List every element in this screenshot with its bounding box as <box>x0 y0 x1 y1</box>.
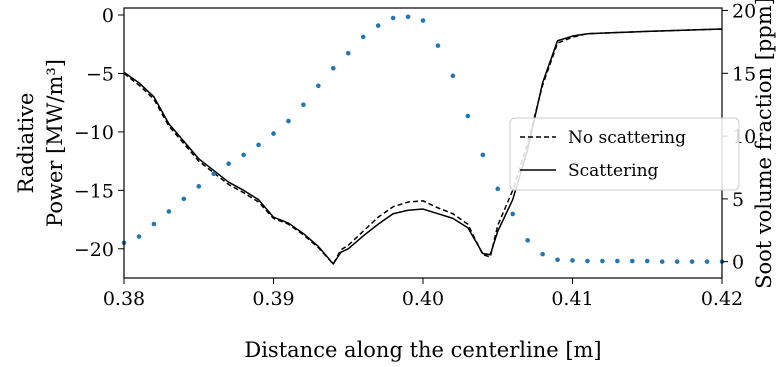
scattering-line <box>123 28 723 265</box>
y-right-tick-label: 5 <box>732 189 744 211</box>
soot-point <box>375 23 381 28</box>
soot-point <box>510 211 515 217</box>
legend-no-scattering-label: No scattering <box>568 128 686 148</box>
soot-point <box>136 234 142 239</box>
soot-point <box>600 258 605 264</box>
soot-point <box>450 73 456 79</box>
soot-point <box>331 65 336 71</box>
y-left-axis-label-line2: Power [MW/m³] <box>43 59 67 227</box>
soot-point <box>196 184 202 189</box>
soot-series <box>121 14 725 264</box>
soot-point <box>480 152 486 158</box>
y-right-tick-label: 0 <box>732 252 744 274</box>
y-left-tick-label: −10 <box>74 122 114 144</box>
plot-layer <box>121 14 725 265</box>
y-right-tick-label: 20 <box>732 1 756 23</box>
y-left-tick-label: 0 <box>102 5 114 27</box>
x-tick-label: 0.40 <box>402 288 444 310</box>
soot-point <box>659 259 665 264</box>
y-left-axis-label-line1: Radiative <box>14 93 38 194</box>
soot-point <box>241 152 246 158</box>
x-axis-label: Distance along the centerline [m] <box>244 338 601 362</box>
soot-point <box>540 251 545 257</box>
soot-point <box>316 83 321 89</box>
soot-point <box>151 221 157 227</box>
x-tick-label: 0.41 <box>551 288 593 310</box>
legend-box <box>509 117 740 191</box>
soot-point <box>345 50 351 56</box>
x-tick-label: 0.42 <box>701 288 743 310</box>
soot-point <box>689 259 695 264</box>
soot-point <box>644 258 650 264</box>
soot-point <box>181 196 187 202</box>
legend-scattering-label: Scattering <box>568 161 659 181</box>
soot-point <box>405 14 411 20</box>
y-left-tick-label: −5 <box>86 63 114 85</box>
x-tick-label: 0.39 <box>252 288 294 310</box>
soot-point <box>360 34 366 40</box>
legend: No scattering Scattering <box>509 117 740 191</box>
soot-point <box>615 258 620 264</box>
soot-point <box>420 18 426 23</box>
soot-point <box>435 43 441 48</box>
soot-point <box>495 186 501 192</box>
soot-point <box>166 209 172 214</box>
soot-point <box>256 142 261 148</box>
y-right-axis-label: Soot volume fraction [ppm] <box>752 0 776 289</box>
soot-point <box>465 113 471 119</box>
x-tick-label: 0.38 <box>103 288 145 310</box>
soot-point <box>271 131 276 136</box>
y-left-tick-label: −20 <box>74 239 114 261</box>
soot-point <box>286 118 291 124</box>
soot-point <box>555 257 560 263</box>
soot-point <box>674 259 680 264</box>
soot-point <box>585 258 590 264</box>
soot-point <box>390 15 396 21</box>
soot-point <box>226 161 231 167</box>
soot-point <box>570 258 575 263</box>
y-left-tick-label: −15 <box>74 180 114 202</box>
soot-point <box>301 102 306 107</box>
soot-point <box>630 258 635 264</box>
y-right-tick-label: 15 <box>732 63 756 85</box>
soot-point <box>525 238 530 243</box>
soot-point <box>211 171 216 177</box>
soot-point <box>704 259 710 264</box>
